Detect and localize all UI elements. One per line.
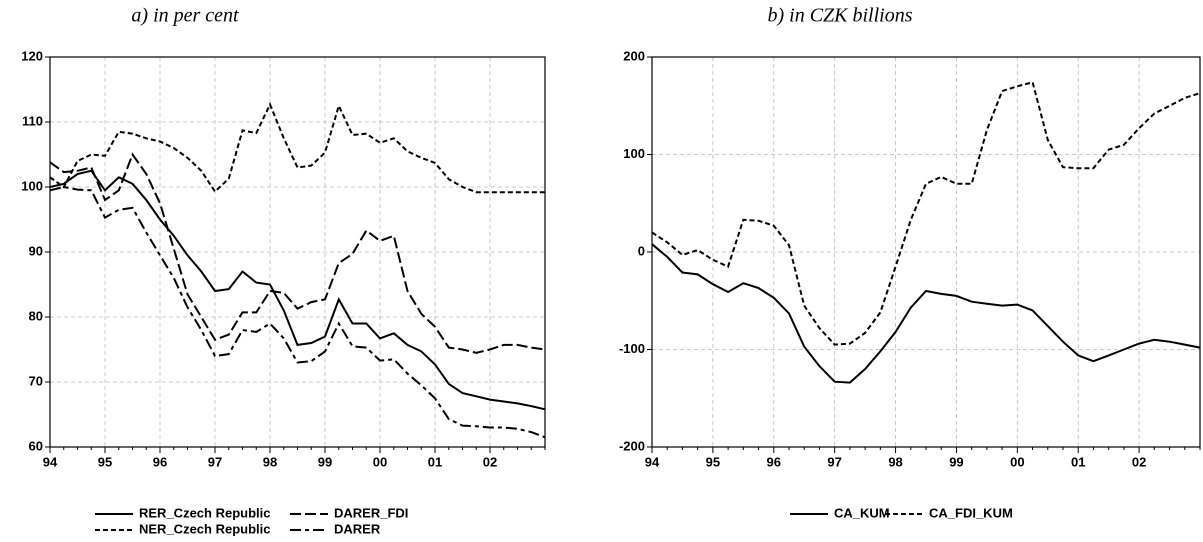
series-line bbox=[49, 152, 546, 354]
x-tick-label: 94 bbox=[645, 454, 660, 469]
y-tick-label: 60 bbox=[29, 438, 43, 453]
legend-label: DARER_FDI bbox=[334, 505, 408, 520]
legend-label: DARER bbox=[334, 521, 381, 536]
series-line bbox=[49, 101, 545, 194]
x-tick-label: 02 bbox=[483, 454, 497, 469]
y-tick-label: -200 bbox=[619, 438, 645, 453]
y-tick-label: 120 bbox=[21, 48, 43, 63]
x-tick-label: 94 bbox=[43, 454, 58, 469]
y-tick-label: 90 bbox=[29, 243, 43, 258]
plot-frame bbox=[651, 56, 1201, 448]
plot-frame bbox=[49, 56, 546, 448]
chart-title: b) in CZK billions bbox=[767, 5, 912, 27]
x-tick-label: 95 bbox=[706, 454, 720, 469]
y-tick-label: 80 bbox=[29, 308, 43, 323]
chart-title: a) in per cent bbox=[131, 5, 239, 27]
x-tick-label: 97 bbox=[208, 454, 222, 469]
y-tick-label: 110 bbox=[22, 113, 43, 128]
x-tick-label: 97 bbox=[827, 454, 841, 469]
x-tick-label: 96 bbox=[153, 454, 167, 469]
x-tick-label: 01 bbox=[428, 454, 442, 469]
y-tick-label: 100 bbox=[21, 178, 43, 193]
y-tick-label: 70 bbox=[29, 373, 43, 388]
x-tick-label: 99 bbox=[318, 454, 332, 469]
series-line bbox=[49, 169, 546, 411]
legend-label: NER_Czech Republic bbox=[139, 521, 270, 536]
x-tick-label: 98 bbox=[888, 454, 902, 469]
series-line bbox=[651, 243, 1201, 384]
x-tick-label: 02 bbox=[1132, 454, 1146, 469]
legend-label: CA_KUM bbox=[834, 505, 890, 520]
y-tick-label: -100 bbox=[619, 341, 645, 356]
x-tick-label: 00 bbox=[373, 454, 387, 469]
x-tick-label: 98 bbox=[263, 454, 277, 469]
series-line bbox=[49, 185, 546, 439]
x-tick-label: 95 bbox=[98, 454, 112, 469]
legend-label: RER_Czech Republic bbox=[139, 505, 270, 520]
legend-label: CA_FDI_KUM bbox=[929, 505, 1013, 520]
x-tick-label: 96 bbox=[767, 454, 781, 469]
x-tick-label: 99 bbox=[949, 454, 963, 469]
y-tick-label: 100 bbox=[623, 146, 645, 161]
x-tick-label: 00 bbox=[1010, 454, 1024, 469]
y-tick-label: 0 bbox=[638, 243, 645, 258]
series-line bbox=[651, 81, 1201, 346]
x-tick-label: 01 bbox=[1071, 454, 1085, 469]
y-tick-label: 200 bbox=[623, 48, 645, 63]
